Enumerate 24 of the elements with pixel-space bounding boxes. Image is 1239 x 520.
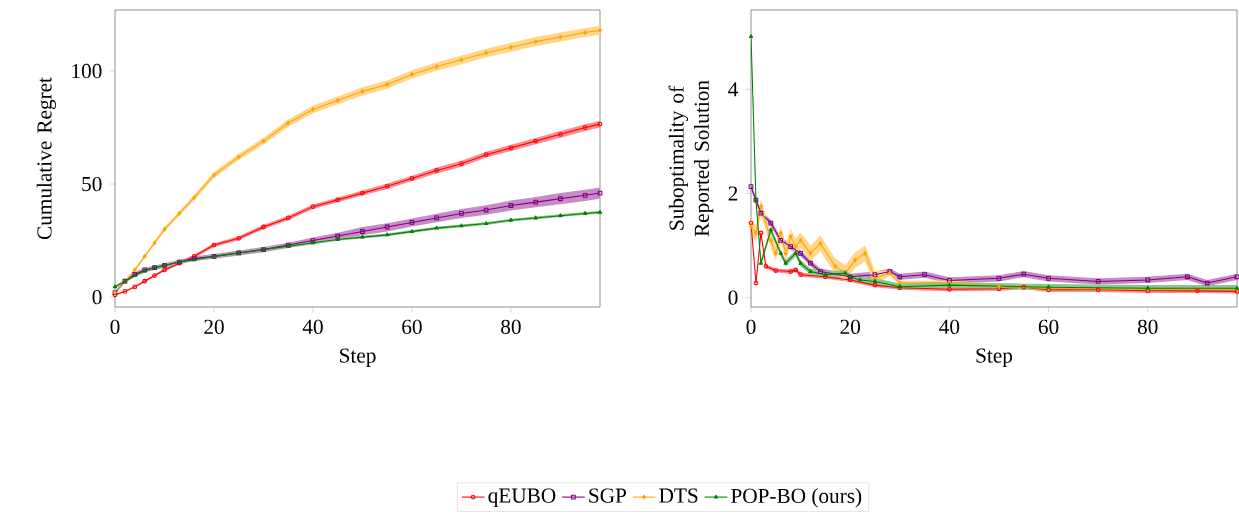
x-tick-label: 80 (501, 319, 521, 335)
x-tick-label: 20 (204, 319, 224, 335)
legend-label: SGP (589, 488, 627, 503)
y-tick-label: 2 (728, 186, 738, 201)
x-axis-title: Step (340, 348, 376, 368)
legend-label: POP-BO (ours) (731, 488, 862, 508)
x-tick-label: 40 (939, 319, 960, 334)
x-tick-label: 20 (840, 319, 860, 334)
y-tick-label: 0 (92, 289, 102, 305)
x-tick-label: 60 (402, 319, 422, 335)
x-tick-label: 60 (1038, 319, 1059, 334)
y-tick-label: 0 (728, 290, 738, 305)
y-tick-label: 4 (728, 82, 739, 97)
x-tick-label: 0 (746, 319, 756, 334)
y-axis-title: Cumulative Regret (36, 77, 57, 240)
y-tick-label: 100 (72, 63, 102, 79)
x-tick-label: 80 (1137, 319, 1158, 334)
x-axis-title: Step (976, 348, 1013, 368)
y-axis-title: Suboptimality of Reported Solution (668, 80, 714, 237)
legend-label: DTS (659, 488, 698, 503)
x-tick-label: 40 (302, 319, 323, 335)
legend-label: qEUBO (488, 488, 556, 508)
y-tick-label: 50 (82, 176, 102, 192)
x-tick-label: 0 (110, 319, 120, 335)
